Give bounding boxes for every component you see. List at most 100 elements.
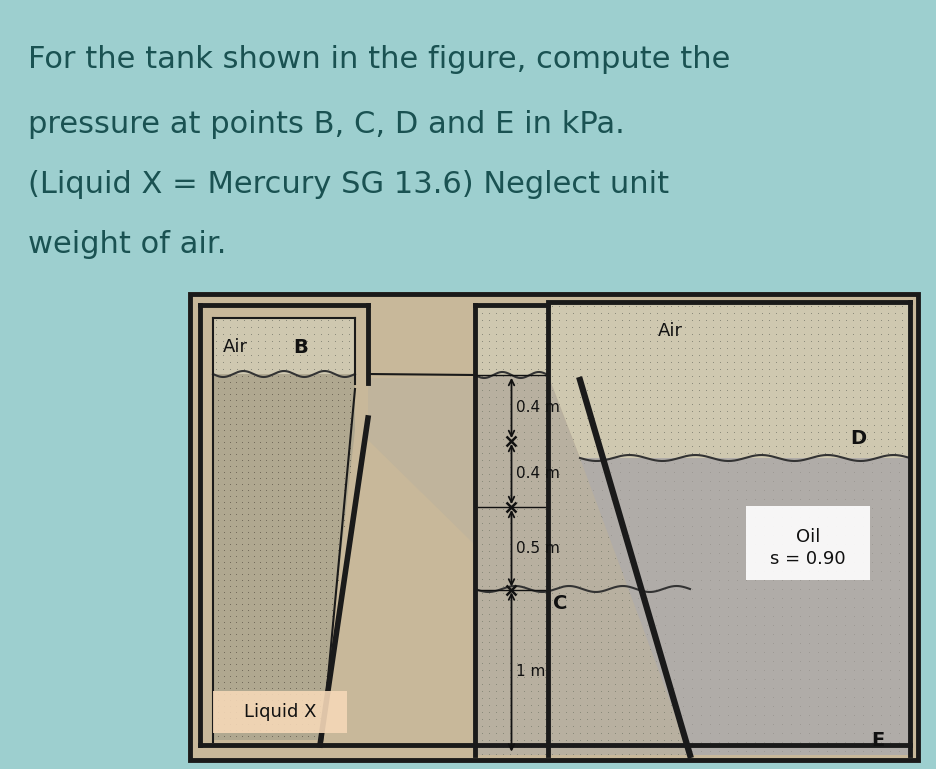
Point [294,712,309,724]
Point [621,300,636,312]
Point [872,700,887,712]
Point [222,646,237,658]
Point [313,478,328,490]
Point [782,349,797,361]
Point [241,724,256,736]
Point [747,691,762,703]
Point [572,671,587,683]
Point [639,538,654,550]
Point [516,622,531,634]
Point [900,391,915,403]
Point [222,580,237,592]
Point [592,741,607,753]
Point [234,502,249,514]
Point [838,404,853,417]
Point [537,524,552,536]
Point [258,508,273,520]
Point [276,676,291,688]
Point [578,370,593,382]
Point [670,720,685,732]
Point [733,370,748,382]
Point [642,643,657,655]
Point [578,713,593,725]
Point [747,370,762,382]
Point [656,307,671,319]
Point [899,601,914,613]
Point [236,349,251,361]
Point [258,687,273,700]
Point [693,538,708,550]
Point [328,328,343,340]
Point [753,370,768,382]
Point [720,583,735,595]
Point [747,709,762,721]
Point [306,478,321,490]
Point [697,384,712,396]
Point [711,314,726,326]
Point [328,363,343,375]
Point [288,616,303,628]
Point [282,544,297,556]
Point [565,573,580,585]
Point [537,747,552,760]
Point [474,685,489,697]
Point [710,727,725,739]
Point [523,713,538,725]
Point [800,736,815,748]
Point [313,424,328,436]
Point [782,565,797,578]
Point [702,646,717,658]
Point [467,601,482,613]
Point [288,478,303,490]
Point [855,628,870,640]
Point [544,664,559,676]
Point [502,580,517,592]
Point [341,363,356,375]
Point [495,601,510,613]
Point [775,433,790,445]
Point [300,328,314,340]
Point [488,615,503,628]
Point [621,650,636,662]
Point [523,433,538,445]
Point [607,636,622,648]
Point [306,412,321,424]
Point [720,682,735,694]
Point [710,628,725,640]
Point [264,616,279,628]
Point [702,628,717,640]
Point [551,474,566,487]
Point [592,727,607,739]
Point [241,382,256,394]
Point [586,328,601,340]
Point [300,508,315,520]
Point [565,412,580,424]
Point [558,615,573,628]
Point [258,430,273,442]
Point [228,484,243,496]
Point [670,363,685,375]
Point [855,547,870,559]
Point [495,692,510,704]
Point [282,442,297,454]
Point [523,419,538,431]
Point [719,328,734,340]
Point [886,447,901,459]
Point [306,526,321,538]
Point [586,727,601,739]
Point [502,720,517,732]
Point [211,550,226,562]
Point [544,461,559,473]
Point [838,370,853,382]
Point [800,474,815,487]
Point [467,314,482,326]
Point [775,384,790,396]
Point [258,490,273,502]
Point [592,335,607,347]
Point [481,440,496,452]
Point [306,664,321,676]
Point [495,545,510,558]
Point [313,436,328,448]
Point [516,594,531,606]
Point [729,709,744,721]
